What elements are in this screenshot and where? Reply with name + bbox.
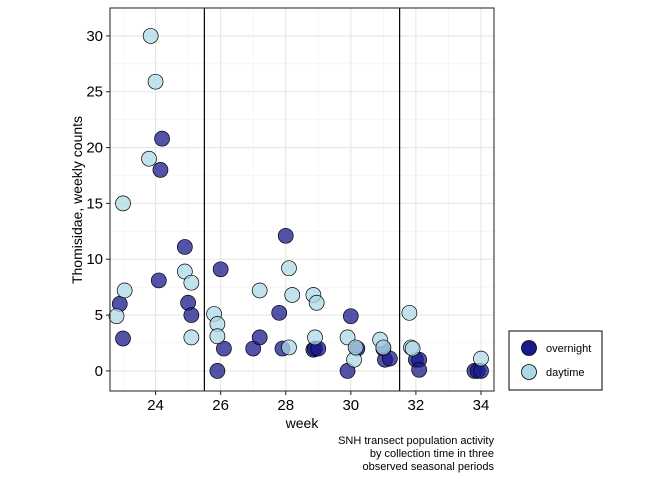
- x-axis-ticks: 24 26 28 30 32 34: [147, 391, 489, 414]
- point-daytime: [284, 287, 301, 303]
- point-overnight: [115, 330, 131, 347]
- caption-line-1: SNH transect population activity: [338, 435, 494, 447]
- point-daytime: [473, 350, 489, 367]
- point-daytime: [375, 339, 392, 356]
- x-axis-title: week: [285, 415, 320, 431]
- y-tick-label: 20: [86, 140, 103, 157]
- point-daytime: [401, 304, 418, 321]
- point-daytime: [307, 329, 323, 346]
- point-daytime: [116, 282, 133, 299]
- point-overnight: [154, 130, 170, 147]
- point-daytime: [308, 294, 325, 311]
- x-tick-label: 30: [342, 397, 359, 414]
- panel-background: [110, 8, 494, 391]
- legend-key-daytime: [521, 364, 537, 380]
- point-overnight: [183, 307, 200, 323]
- period-divider-lines: [203, 8, 401, 391]
- point-overnight: [277, 227, 294, 244]
- point-daytime: [141, 150, 157, 167]
- point-overnight: [251, 329, 268, 346]
- point-overnight: [342, 308, 359, 325]
- point-daytime: [281, 339, 297, 356]
- y-tick-label: 30: [86, 28, 103, 45]
- point-overnight: [411, 361, 428, 378]
- y-tick-label: 25: [86, 84, 103, 101]
- point-daytime: [404, 340, 421, 357]
- point-daytime: [347, 339, 364, 356]
- point-overnight: [152, 162, 169, 178]
- caption-line-3: observed seasonal periods: [363, 461, 495, 473]
- y-tick-label: 10: [86, 251, 103, 268]
- legend: overnight daytime: [508, 330, 603, 391]
- point-overnight: [212, 261, 229, 278]
- series-daytime: [108, 28, 489, 368]
- y-axis-ticks: 0 5 10 15 20 25 30: [86, 28, 110, 380]
- point-daytime: [251, 282, 268, 299]
- x-tick-label: 34: [473, 397, 490, 414]
- point-daytime: [108, 308, 125, 325]
- panel-border: [109, 7, 495, 392]
- x-tick-label: 28: [277, 397, 294, 414]
- point-overnight: [176, 239, 193, 255]
- legend-box: [508, 330, 603, 391]
- point-daytime: [183, 329, 200, 346]
- point-overnight: [216, 340, 232, 357]
- point-daytime: [183, 274, 200, 291]
- y-tick-label: 15: [86, 195, 103, 212]
- x-tick-label: 26: [212, 397, 229, 414]
- point-daytime: [209, 328, 226, 345]
- point-daytime: [147, 73, 164, 90]
- caption-line-2: by collection time in three: [370, 448, 494, 460]
- x-tick-label: 24: [147, 397, 164, 414]
- legend-key-overnight: [521, 340, 537, 356]
- point-overnight: [209, 363, 226, 379]
- point-daytime: [142, 28, 159, 44]
- caption: SNH transect population activity by coll…: [338, 435, 494, 473]
- point-daytime: [281, 260, 297, 277]
- data-points: [108, 28, 489, 379]
- point-daytime: [115, 195, 131, 212]
- y-tick-label: 5: [95, 307, 103, 324]
- legend-label-overnight: overnight: [546, 343, 591, 355]
- point-overnight: [271, 304, 288, 321]
- point-overnight: [150, 272, 167, 289]
- x-tick-label: 32: [408, 397, 425, 414]
- legend-label-daytime: daytime: [546, 367, 585, 379]
- y-tick-label: 0: [95, 363, 103, 380]
- y-axis-title: Thomisidae, weekly counts: [69, 116, 85, 284]
